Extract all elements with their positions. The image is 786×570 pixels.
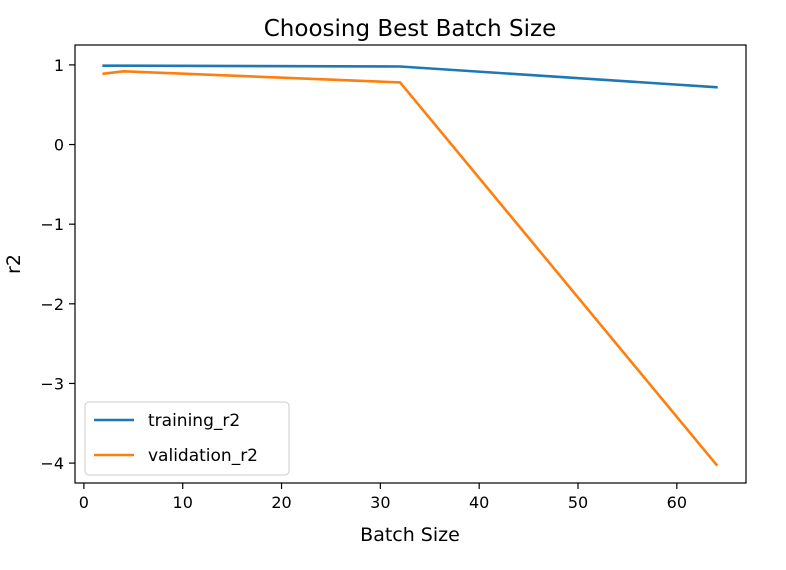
series-line-training_r2 (102, 64, 718, 89)
legend-label-validation_r2: validation_r2 (148, 446, 258, 466)
series-layer (102, 64, 719, 467)
x-tick-label: 40 (469, 493, 489, 512)
y-tick-label: 0 (54, 136, 64, 155)
series-line-validation_r2 (102, 70, 719, 467)
y-tick-label: 1 (54, 56, 64, 75)
y-axis-label: r2 (3, 254, 25, 274)
legend-box (84, 401, 290, 476)
x-tick-label: 10 (173, 493, 193, 512)
x-axis-label: Batch Size (360, 524, 460, 546)
x-tick-label: 60 (667, 493, 687, 512)
y-axis-ticks: 1 0 −1 −2 −3 −4 (40, 56, 75, 473)
x-axis-ticks: 0 10 20 30 40 50 60 (79, 483, 687, 512)
x-tick-label: 50 (568, 493, 588, 512)
y-tick-label: −1 (40, 215, 64, 234)
legend-label-training_r2: training_r2 (148, 411, 240, 431)
plot-frame (74, 44, 747, 484)
y-tick-label: −3 (40, 374, 64, 393)
x-tick-label: 20 (271, 493, 291, 512)
y-tick-label: −2 (40, 295, 64, 314)
x-tick-label: 0 (79, 493, 89, 512)
y-tick-label: −4 (40, 454, 64, 473)
chart-title: Choosing Best Batch Size (264, 16, 557, 42)
x-tick-label: 30 (370, 493, 390, 512)
legend: training_r2 validation_r2 (84, 401, 290, 476)
